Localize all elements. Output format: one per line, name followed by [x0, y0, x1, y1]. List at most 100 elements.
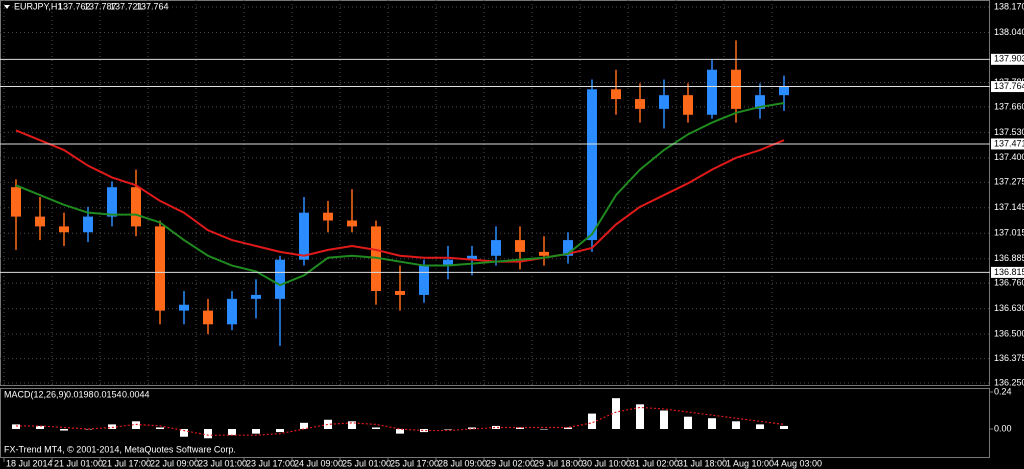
macd-bar: [684, 416, 692, 430]
macd-bar: [132, 421, 140, 430]
y-tick-label: 137.015: [994, 228, 1024, 238]
macd-bar: [732, 421, 740, 430]
macd-bar: [372, 427, 380, 430]
y-tick-label: 137.400: [994, 152, 1024, 162]
x-tick-label: 24 Jul 09:00: [294, 458, 343, 468]
macd-bar: [324, 419, 332, 430]
ohlc-readout: 137.764: [136, 1, 169, 11]
ohlc-readout: 137.721: [110, 1, 143, 11]
candle-body: [35, 216, 45, 227]
x-tick-label: 28 Jul 09:00: [438, 458, 487, 468]
macd-bar: [348, 421, 356, 430]
candle-body: [755, 95, 765, 109]
y-tick-label: 136.375: [994, 353, 1024, 363]
x-tick-label: 25 Jul 17:00: [390, 458, 439, 468]
x-tick-label: 23 Jul 17:00: [246, 458, 295, 468]
level-tag: [991, 266, 1024, 278]
y-tick-label: 0.00: [994, 423, 1012, 433]
x-tick-label: 22 Jul 09:00: [150, 458, 199, 468]
x-tick-label: 18 Jul 2014: [6, 458, 53, 468]
candle-body: [587, 89, 597, 241]
candle-body: [491, 240, 501, 256]
y-tick-label: 137.660: [994, 101, 1024, 111]
x-tick-label: 29 Jul 02:00: [486, 458, 535, 468]
symbol: EURJPY,H1: [14, 1, 62, 11]
macd-bar: [180, 429, 188, 437]
candle-body: [155, 226, 165, 311]
candle-body: [203, 310, 213, 325]
macd-readout: 0.0154: [94, 389, 122, 399]
y-tick-label: 136.630: [994, 303, 1024, 313]
candle-body: [275, 259, 285, 299]
macd-readout: 0.0044: [122, 389, 150, 399]
level-label: 136.815: [994, 267, 1024, 277]
macd-bar: [156, 427, 164, 430]
macd-bar: [588, 413, 596, 430]
macd-bar: [540, 429, 548, 430]
x-tick-label: 1 Aug 10:00: [726, 458, 774, 468]
main-frame: [0, 0, 990, 386]
candle-body: [347, 220, 357, 227]
macd-bar: [468, 427, 476, 430]
level-label: 137.471: [994, 138, 1024, 148]
candle-body: [683, 95, 693, 115]
candle-body: [83, 216, 93, 233]
x-tick-label: 25 Jul 01:00: [342, 458, 391, 468]
candle-body: [323, 212, 333, 221]
y-tick-label: 136.885: [994, 253, 1024, 263]
x-tick-label: 4 Aug 03:00: [774, 458, 822, 468]
candle-body: [515, 240, 525, 252]
level-tag: [991, 138, 1024, 150]
macd-bar: [564, 427, 572, 430]
y-tick-label: 0.24: [994, 386, 1012, 396]
x-tick-label: 21 Jul 01:00: [54, 458, 103, 468]
x-tick-label: 29 Jul 18:00: [534, 458, 583, 468]
x-tick-label: 31 Jul 18:00: [678, 458, 727, 468]
candle-body: [635, 99, 645, 109]
macd-readout: 0.0198: [66, 389, 94, 399]
candle-body: [659, 95, 669, 109]
credit: FX-Trend MT4, © 2001-2014, MetaQuotes So…: [4, 444, 236, 454]
macd-bar: [492, 425, 500, 430]
macd-bar: [636, 404, 644, 430]
candle-body: [443, 259, 453, 266]
x-tick-label: 31 Jul 02:00: [630, 458, 679, 468]
candle-body: [731, 69, 741, 109]
macd-bar: [516, 427, 524, 430]
candle-body: [419, 265, 429, 295]
macd-bar: [444, 429, 452, 430]
candle-body: [131, 187, 141, 227]
moving-average: [15, 102, 785, 287]
macd-bar: [396, 429, 404, 434]
y-tick-label: 136.500: [994, 328, 1024, 338]
signal-line: [16, 406, 785, 436]
candle-body: [395, 291, 405, 295]
candle-body: [251, 294, 261, 299]
macd-bar: [12, 424, 20, 430]
macd-frame: [0, 388, 990, 458]
y-tick-label: 136.250: [994, 377, 1024, 387]
candle-body: [179, 304, 189, 311]
menu-arrow: [4, 5, 10, 9]
candle-body: [11, 187, 21, 217]
y-tick-label: 137.145: [994, 202, 1024, 212]
macd-bar: [756, 424, 764, 430]
macd-name: MACD(12,26,9): [4, 389, 67, 399]
y-tick-label: 138.040: [994, 27, 1024, 37]
macd-bar: [252, 429, 260, 434]
level-tag: [991, 81, 1024, 93]
x-tick-label: 23 Jul 01:00: [198, 458, 247, 468]
macd-bar: [300, 422, 308, 430]
macd-bar: [660, 410, 668, 430]
macd-bar: [60, 429, 68, 431]
candle-body: [59, 226, 69, 233]
candle-body: [107, 187, 117, 217]
ohlc-readout: 137.762: [58, 1, 91, 11]
macd-bar: [204, 429, 212, 439]
level-label: 137.903: [994, 54, 1024, 64]
macd-bar: [276, 429, 284, 433]
macd-bar: [612, 398, 620, 430]
macd-bar: [708, 418, 716, 430]
